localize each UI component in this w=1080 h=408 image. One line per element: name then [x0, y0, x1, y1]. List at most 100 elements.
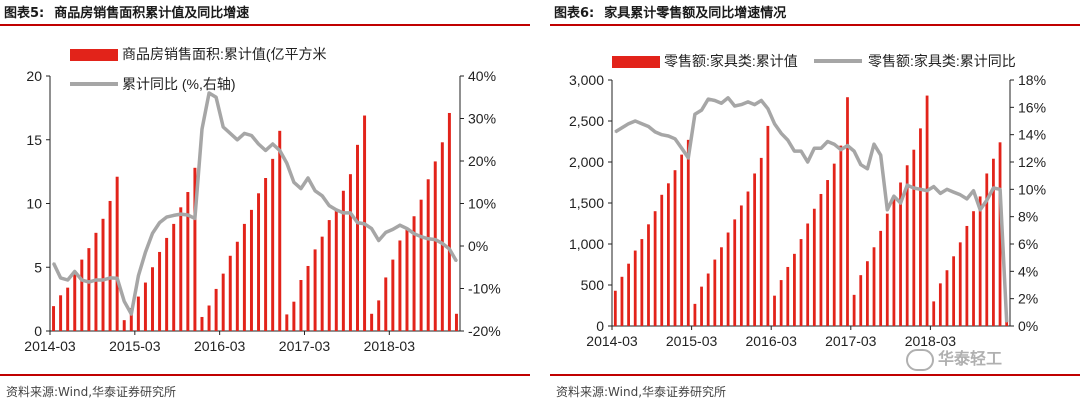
yoy-growth-point	[859, 163, 862, 166]
right-tick-label: -10%	[468, 281, 501, 297]
yoy-growth-point	[434, 238, 437, 241]
bar	[391, 259, 395, 331]
bar	[892, 198, 896, 326]
yoy-growth-point	[806, 161, 809, 163]
yoy-growth-point	[123, 300, 126, 303]
bar	[172, 223, 176, 331]
bar	[938, 283, 942, 326]
bar	[945, 270, 949, 326]
bar	[932, 301, 936, 326]
bar	[726, 232, 730, 326]
bar	[613, 290, 617, 326]
bar	[356, 144, 359, 331]
yoy-growth-point	[647, 125, 650, 128]
yoy-growth-point	[286, 162, 288, 164]
bar	[680, 154, 684, 326]
figure-label: 图表6:	[554, 6, 595, 21]
yoy-growth-point	[328, 204, 331, 207]
legend-bar-label: 零售额:家具类:累计值	[664, 53, 798, 69]
yoy-growth-point	[116, 277, 118, 280]
source-note-left: 资料来源:Wind,华泰证券研究所	[6, 385, 177, 399]
yoy-growth-point	[946, 188, 948, 191]
yoy-growth-line	[51, 91, 459, 316]
bar	[640, 239, 644, 326]
bar	[912, 149, 916, 326]
yoy-growth-point	[952, 191, 955, 193]
yoy-growth-line	[614, 96, 1009, 322]
yoy-growth-point	[932, 185, 935, 188]
bar	[249, 209, 253, 331]
yoy-growth-point	[151, 232, 154, 235]
bar	[846, 97, 849, 326]
bar	[706, 273, 710, 326]
bar	[80, 259, 84, 331]
yoy-growth-point	[66, 279, 69, 281]
bar	[193, 167, 197, 331]
source-rule	[550, 374, 1080, 376]
figure-label: 图表5:	[4, 6, 45, 21]
figure-name: 家具累计零售额及同比增速情况	[604, 6, 787, 21]
yoy-growth-point	[786, 139, 789, 141]
bar	[793, 253, 796, 326]
bar	[447, 112, 451, 331]
bar	[952, 256, 956, 326]
right-tick-label: 10%	[1018, 181, 1046, 197]
bar	[334, 208, 338, 331]
source-note-right: 资料来源:Wind,华泰证券研究所	[556, 385, 727, 399]
yoy-growth-point	[158, 221, 161, 224]
yoy-growth-point	[939, 192, 942, 195]
bar	[235, 241, 239, 331]
yoy-growth-point	[694, 113, 696, 115]
yoy-growth-point	[985, 199, 988, 202]
bar	[454, 313, 458, 331]
yoy-growth-point	[780, 132, 782, 135]
x-tick-label: 2015-03	[109, 338, 161, 354]
right-tick-label: 10%	[468, 196, 496, 212]
yoy-growth-point	[634, 120, 637, 122]
bar	[885, 213, 889, 326]
yoy-growth-point	[820, 147, 822, 150]
yoy-growth-point	[747, 101, 749, 103]
legend-bar-swatch	[612, 56, 660, 68]
bar	[852, 294, 856, 326]
yoy-growth-point	[201, 128, 203, 130]
right-tick-label: 4%	[1018, 263, 1038, 279]
yoy-growth-point	[654, 131, 656, 133]
right-tick-label: 20%	[468, 153, 496, 169]
yoy-growth-point	[236, 138, 239, 141]
right-tick-label: 0%	[1018, 318, 1038, 334]
bar	[87, 248, 91, 331]
yoy-growth-point	[793, 150, 796, 152]
figure-name: 商品房销售面积累计值及同比增速	[54, 6, 250, 21]
yoy-growth-point	[886, 209, 889, 211]
bar	[673, 170, 677, 326]
left-tick-label: 20	[26, 68, 42, 84]
x-tick-label: 2018-03	[905, 333, 957, 349]
yoy-growth-point	[753, 103, 756, 106]
watermark-text: 华泰轻工	[938, 349, 1003, 368]
chart-panel-left: 图表5: 商品房销售面积累计值及同比增速 0 5 10 15 20 -20% -10% 0% 10…	[0, 0, 530, 408]
yoy-growth-point	[999, 188, 1001, 191]
yoy-growth-point	[992, 187, 995, 189]
right-tick-label: 30%	[468, 111, 496, 127]
bar	[666, 183, 670, 326]
yoy-growth-point	[1005, 321, 1008, 323]
bar	[200, 316, 204, 331]
bar	[786, 266, 790, 326]
right-tick-label: 16%	[1018, 99, 1046, 115]
yoy-growth-point	[893, 195, 895, 197]
left-tick-label: 2,000	[569, 154, 604, 170]
right-tick-label: 0%	[468, 238, 488, 254]
bar	[839, 145, 843, 326]
bar	[158, 251, 162, 331]
yoy-growth-point	[102, 279, 104, 281]
bar	[271, 158, 275, 331]
yoy-growth-point	[88, 281, 90, 283]
yoy-growth-point	[919, 188, 922, 191]
bar	[228, 255, 232, 331]
bar	[972, 211, 975, 326]
yoy-growth-point	[370, 227, 373, 230]
chart-panel-right: 图表6: 家具累计零售额及同比增速情况 0 500 1,000 1,500 2,000 2,…	[550, 0, 1080, 408]
yoy-growth-point	[187, 214, 189, 216]
chart-title-left: 图表5: 商品房销售面积累计值及同比增速	[4, 2, 249, 21]
